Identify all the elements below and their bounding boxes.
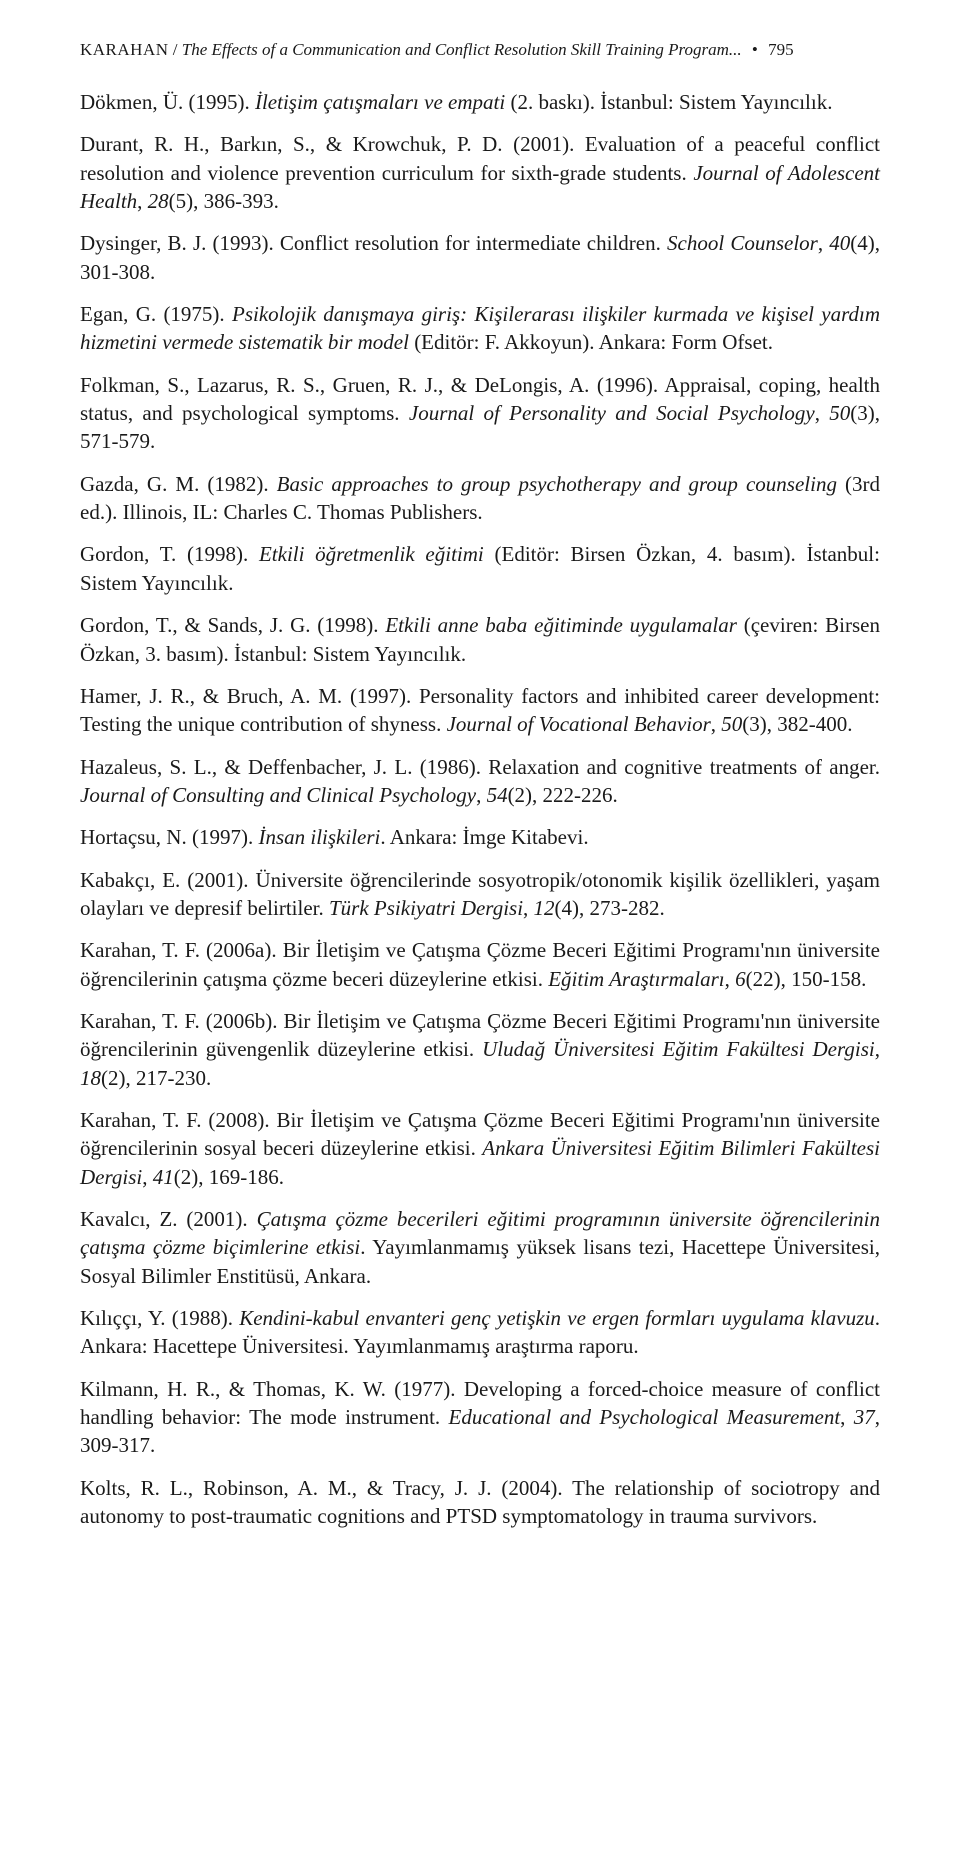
reference-italic: Etkili öğretmenlik eğitimi bbox=[259, 542, 484, 566]
reference-italic: Journal of Consulting and Clinical Psych… bbox=[80, 783, 476, 807]
reference-text: , bbox=[137, 189, 148, 213]
reference-entry: Kavalcı, Z. (2001). Çatışma çözme beceri… bbox=[80, 1205, 880, 1290]
reference-text: , bbox=[725, 967, 736, 991]
reference-text: Dysinger, B. J. (1993). Conflict resolut… bbox=[80, 231, 667, 255]
reference-italic: İletişim çatışmaları ve empati bbox=[255, 90, 505, 114]
reference-entry: Hortaçsu, N. (1997). İnsan ilişkileri. A… bbox=[80, 823, 880, 851]
reference-text: . Ankara: İmge Kitabevi. bbox=[380, 825, 588, 849]
reference-italic: 54 bbox=[487, 783, 508, 807]
reference-entry: Kolts, R. L., Robinson, A. M., & Tracy, … bbox=[80, 1474, 880, 1531]
reference-text: , bbox=[840, 1405, 854, 1429]
reference-italic: Basic approaches to group psychotherapy … bbox=[277, 472, 837, 496]
reference-italic: 12 bbox=[534, 896, 555, 920]
reference-text: , bbox=[711, 712, 722, 736]
reference-entry: Hamer, J. R., & Bruch, A. M. (1997). Per… bbox=[80, 682, 880, 739]
reference-text: Gordon, T., & Sands, J. G. (1998). bbox=[80, 613, 385, 637]
reference-entry: Kilmann, H. R., & Thomas, K. W. (1977). … bbox=[80, 1375, 880, 1460]
reference-italic: 41 bbox=[153, 1165, 174, 1189]
reference-text: , bbox=[875, 1037, 880, 1061]
reference-text: (4), 273-282. bbox=[555, 896, 665, 920]
reference-text: (2), 222-226. bbox=[508, 783, 618, 807]
reference-entry: Folkman, S., Lazarus, R. S., Gruen, R. J… bbox=[80, 371, 880, 456]
references-list: Dökmen, Ü. (1995). İletişim çatışmaları … bbox=[80, 88, 880, 1530]
reference-text: (5), 386-393. bbox=[169, 189, 279, 213]
reference-italic: Uludağ Üniversitesi Eğitim Fakültesi Der… bbox=[482, 1037, 875, 1061]
reference-italic: Journal of Vocational Behavior bbox=[447, 712, 711, 736]
reference-italic: 37 bbox=[854, 1405, 875, 1429]
reference-italic: Eğitim Araştırmaları bbox=[548, 967, 724, 991]
reference-italic: School Counselor bbox=[667, 231, 818, 255]
reference-entry: Dökmen, Ü. (1995). İletişim çatışmaları … bbox=[80, 88, 880, 116]
reference-entry: Durant, R. H., Barkın, S., & Krowchuk, P… bbox=[80, 130, 880, 215]
reference-text: (2. baskı). İstanbul: Sistem Yayıncılık. bbox=[505, 90, 832, 114]
reference-italic: Etkili anne baba eğitiminde uygulamalar bbox=[385, 613, 737, 637]
running-header: KARAHAN / The Effects of a Communication… bbox=[80, 40, 880, 60]
reference-entry: Gazda, G. M. (1982). Basic approaches to… bbox=[80, 470, 880, 527]
header-slash: / bbox=[169, 40, 182, 59]
reference-text: (Editör: F. Akkoyun). Ankara: Form Ofset… bbox=[409, 330, 773, 354]
reference-text: , bbox=[818, 231, 829, 255]
reference-italic: 40 bbox=[829, 231, 850, 255]
reference-entry: Karahan, T. F. (2008). Bir İletişim ve Ç… bbox=[80, 1106, 880, 1191]
reference-entry: Dysinger, B. J. (1993). Conflict resolut… bbox=[80, 229, 880, 286]
reference-text: , bbox=[142, 1165, 153, 1189]
reference-italic: 50 bbox=[829, 401, 850, 425]
reference-text: Dökmen, Ü. (1995). bbox=[80, 90, 255, 114]
reference-italic: Kendini-kabul envanteri genç yetişkin ve… bbox=[239, 1306, 875, 1330]
reference-entry: Egan, G. (1975). Psikolojik danışmaya gi… bbox=[80, 300, 880, 357]
reference-italic: Educational and Psychological Measuremen… bbox=[449, 1405, 841, 1429]
reference-entry: Karahan, T. F. (2006b). Bir İletişim ve … bbox=[80, 1007, 880, 1092]
reference-text: (22), 150-158. bbox=[746, 967, 867, 991]
reference-italic: 18 bbox=[80, 1066, 101, 1090]
header-title-fragment: The Effects of a Communication and Confl… bbox=[182, 40, 742, 59]
reference-entry: Gordon, T., & Sands, J. G. (1998). Etkil… bbox=[80, 611, 880, 668]
reference-text: , bbox=[815, 401, 830, 425]
reference-italic: 50 bbox=[721, 712, 742, 736]
reference-text: Gordon, T. (1998). bbox=[80, 542, 259, 566]
header-page-number: 795 bbox=[768, 40, 794, 59]
reference-entry: Hazaleus, S. L., & Deffenbacher, J. L. (… bbox=[80, 753, 880, 810]
reference-text: Kolts, R. L., Robinson, A. M., & Tracy, … bbox=[80, 1476, 880, 1528]
reference-text: , bbox=[523, 896, 534, 920]
reference-text: Kavalcı, Z. (2001). bbox=[80, 1207, 257, 1231]
reference-text: Gazda, G. M. (1982). bbox=[80, 472, 277, 496]
reference-text: (3), 382-400. bbox=[742, 712, 852, 736]
reference-text: Egan, G. (1975). bbox=[80, 302, 232, 326]
reference-italic: 6 bbox=[735, 967, 746, 991]
running-header-left: KARAHAN / The Effects of a Communication… bbox=[80, 40, 880, 60]
reference-entry: Gordon, T. (1998). Etkili öğretmenlik eğ… bbox=[80, 540, 880, 597]
reference-italic: Journal of Personality and Social Psycho… bbox=[409, 401, 815, 425]
reference-entry: Kılıççı, Y. (1988). Kendini-kabul envant… bbox=[80, 1304, 880, 1361]
reference-text: Hortaçsu, N. (1997). bbox=[80, 825, 258, 849]
header-bullet: • bbox=[748, 40, 762, 59]
reference-entry: Kabakçı, E. (2001). Üniversite öğrencile… bbox=[80, 866, 880, 923]
reference-entry: Karahan, T. F. (2006a). Bir İletişim ve … bbox=[80, 936, 880, 993]
reference-text: Kılıççı, Y. (1988). bbox=[80, 1306, 239, 1330]
reference-italic: 28 bbox=[148, 189, 169, 213]
reference-italic: İnsan ilişkileri bbox=[258, 825, 380, 849]
reference-text: , bbox=[476, 783, 487, 807]
reference-text: Hazaleus, S. L., & Deffenbacher, J. L. (… bbox=[80, 755, 880, 779]
header-author: KARAHAN bbox=[80, 40, 169, 59]
page-container: KARAHAN / The Effects of a Communication… bbox=[0, 0, 960, 1584]
reference-text: (2), 169-186. bbox=[174, 1165, 284, 1189]
reference-text: (2), 217-230. bbox=[101, 1066, 211, 1090]
reference-italic: Türk Psikiyatri Dergisi bbox=[329, 896, 523, 920]
